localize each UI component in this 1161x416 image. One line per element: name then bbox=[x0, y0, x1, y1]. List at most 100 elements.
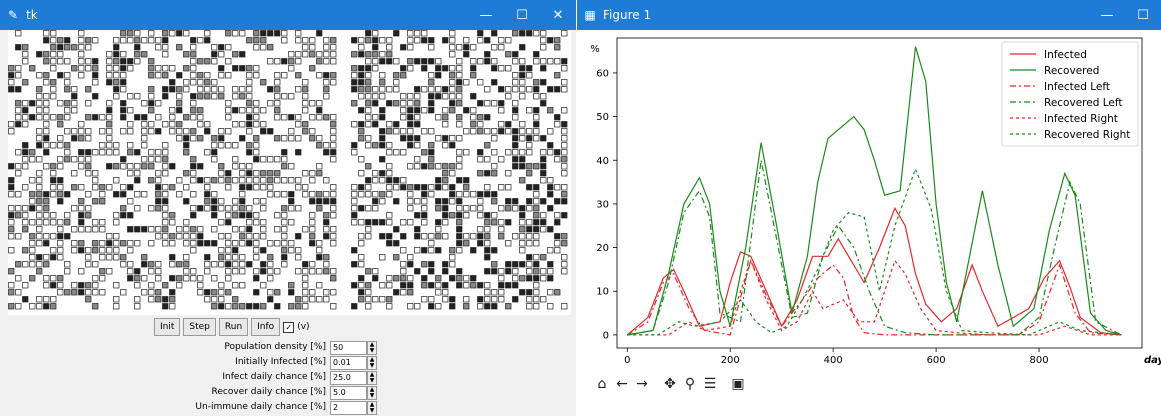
param-input[interactable]: 50 bbox=[330, 341, 367, 355]
grid-cell bbox=[106, 135, 113, 142]
grid-cell bbox=[267, 275, 274, 282]
grid-cell bbox=[421, 184, 428, 191]
param-input[interactable]: 5.0 bbox=[330, 386, 367, 400]
param-input[interactable]: 2 bbox=[330, 401, 367, 415]
zoom-icon[interactable]: ⚲ bbox=[684, 376, 696, 392]
grid-cell bbox=[155, 44, 162, 51]
spinbox-arrows[interactable]: ▲ ▼ bbox=[367, 341, 377, 355]
figure-titlebar[interactable]: ▦ Figure 1 — ☐ bbox=[577, 0, 1161, 30]
pan-icon[interactable]: ✥ bbox=[664, 376, 676, 392]
grid-cell bbox=[323, 212, 330, 219]
grid-cell bbox=[463, 205, 470, 212]
verbose-checkbox[interactable]: ✓ bbox=[283, 321, 295, 333]
grid-cell bbox=[484, 289, 491, 296]
grid-cell bbox=[365, 303, 372, 310]
grid-cell bbox=[155, 37, 162, 44]
grid-cell bbox=[463, 282, 470, 289]
grid-cell bbox=[43, 142, 50, 149]
minimize-button[interactable]: — bbox=[1100, 7, 1114, 23]
init-button[interactable]: Init bbox=[154, 318, 181, 336]
grid-cell bbox=[246, 212, 253, 219]
tk-titlebar[interactable]: ✎ tk — ☐ ✕ bbox=[0, 0, 576, 30]
grid-cell bbox=[449, 254, 456, 261]
grid-cell bbox=[449, 100, 456, 107]
grid-cell bbox=[379, 135, 386, 142]
spinbox-arrows[interactable]: ▲ ▼ bbox=[367, 401, 377, 415]
grid-cell bbox=[484, 247, 491, 254]
grid-cell bbox=[239, 135, 246, 142]
simulation-grid[interactable] bbox=[8, 30, 571, 315]
spinbox-arrows[interactable]: ▲ ▼ bbox=[367, 386, 377, 400]
configure-icon[interactable]: ☰ bbox=[703, 376, 717, 392]
grid-cell bbox=[274, 107, 281, 114]
grid-cell bbox=[43, 58, 50, 65]
grid-cell bbox=[407, 282, 414, 289]
grid-cell bbox=[176, 282, 183, 289]
grid-cell bbox=[64, 72, 71, 79]
close-button[interactable]: ✕ bbox=[552, 7, 564, 23]
grid-cell bbox=[120, 261, 127, 268]
run-button[interactable]: Run bbox=[218, 318, 249, 336]
grid-cell bbox=[43, 303, 50, 310]
param-input[interactable]: 25.0 bbox=[330, 371, 367, 385]
grid-cell bbox=[22, 282, 29, 289]
info-button[interactable]: Info bbox=[251, 318, 281, 336]
back-icon[interactable]: ← bbox=[616, 376, 628, 392]
grid-cell bbox=[92, 79, 99, 86]
grid-cell bbox=[295, 268, 302, 275]
grid-cell bbox=[442, 86, 449, 93]
grid-cell bbox=[8, 65, 15, 72]
grid-cell bbox=[316, 198, 323, 205]
spinbox-arrows[interactable]: ▲ ▼ bbox=[367, 356, 377, 370]
grid-cell bbox=[498, 107, 505, 114]
grid-cell bbox=[169, 121, 176, 128]
grid-cell bbox=[358, 65, 365, 72]
grid-cell bbox=[113, 247, 120, 254]
grid-cell bbox=[449, 170, 456, 177]
grid-cell bbox=[8, 86, 15, 93]
grid-cell bbox=[386, 282, 393, 289]
grid-cell bbox=[141, 135, 148, 142]
grid-cell bbox=[323, 149, 330, 156]
maximize-button[interactable]: ☐ bbox=[516, 7, 528, 23]
grid-cell bbox=[36, 233, 43, 240]
grid-cell bbox=[505, 149, 512, 156]
grid-cell bbox=[526, 135, 533, 142]
grid-cell bbox=[260, 170, 267, 177]
grid-cell bbox=[288, 247, 295, 254]
grid-cell bbox=[15, 107, 22, 114]
grid-cell bbox=[78, 219, 85, 226]
grid-cell bbox=[22, 247, 29, 254]
spinbox-arrows[interactable]: ▲ ▼ bbox=[367, 371, 377, 385]
line-chart[interactable]: 02004006008000102030405060%daysInfectedR… bbox=[577, 30, 1161, 370]
grid-cell bbox=[456, 177, 463, 184]
grid-cell bbox=[36, 226, 43, 233]
grid-cell bbox=[561, 156, 568, 163]
grid-cell bbox=[512, 275, 519, 282]
grid-cell bbox=[309, 226, 316, 233]
grid-cell bbox=[554, 37, 561, 44]
param-input[interactable]: 0.01 bbox=[330, 356, 367, 370]
grid-cell bbox=[253, 142, 260, 149]
maximize-button[interactable]: ☐ bbox=[1137, 7, 1149, 23]
grid-cell bbox=[134, 177, 141, 184]
home-icon[interactable]: ⌂ bbox=[597, 376, 607, 392]
grid-cell bbox=[498, 184, 505, 191]
minimize-button[interactable]: — bbox=[479, 7, 493, 23]
grid-cell bbox=[386, 142, 393, 149]
forward-icon[interactable]: → bbox=[636, 376, 648, 392]
grid-cell bbox=[351, 142, 358, 149]
grid-cell bbox=[323, 142, 330, 149]
grid-cell bbox=[533, 303, 540, 310]
grid-cell bbox=[106, 240, 113, 247]
grid-cell bbox=[176, 275, 183, 282]
grid-cell bbox=[246, 184, 253, 191]
grid-cell bbox=[365, 135, 372, 142]
grid-cell bbox=[120, 65, 127, 72]
step-button[interactable]: Step bbox=[183, 318, 216, 336]
grid-cell bbox=[260, 233, 267, 240]
grid-cell bbox=[239, 65, 246, 72]
grid-cell bbox=[365, 226, 372, 233]
grid-cell bbox=[393, 100, 400, 107]
save-icon[interactable]: ▣ bbox=[731, 376, 745, 392]
